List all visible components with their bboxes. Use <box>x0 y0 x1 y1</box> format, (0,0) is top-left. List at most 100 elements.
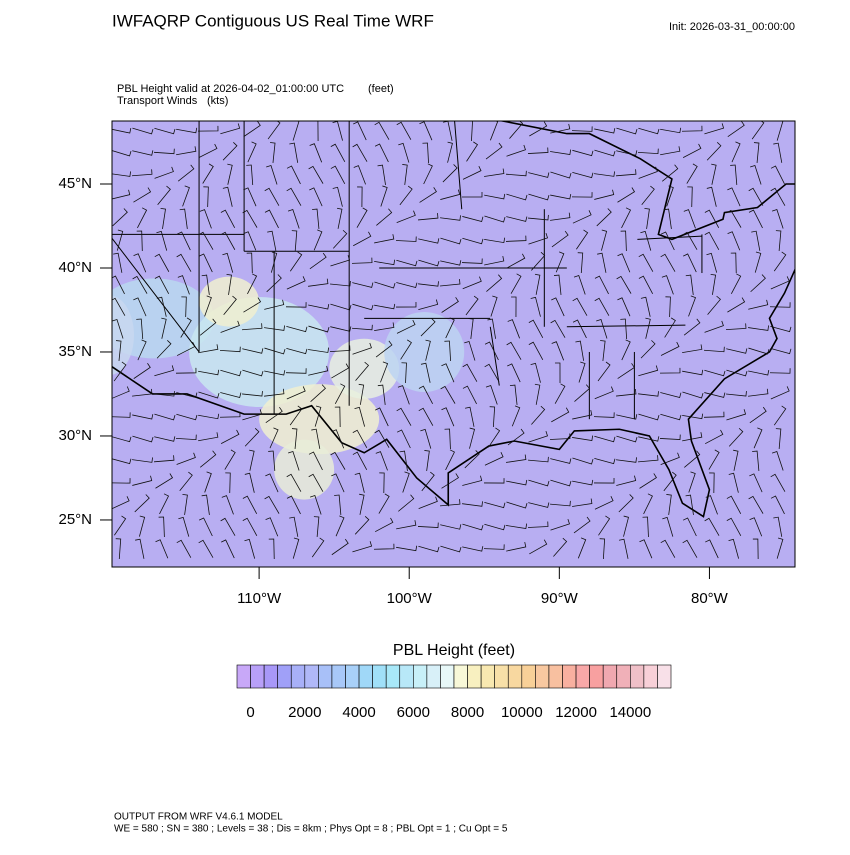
wind-barb <box>134 494 150 513</box>
wind-barb <box>288 450 300 471</box>
wind-barb <box>374 303 396 310</box>
wind-barb <box>289 405 303 426</box>
wind-barb <box>267 121 281 140</box>
wind-barb <box>419 121 433 141</box>
wind-barb <box>506 170 527 177</box>
wind-barb <box>396 121 412 140</box>
wind-barb <box>596 208 612 227</box>
wind-barb <box>352 429 368 448</box>
wind-barb <box>264 495 280 514</box>
wind-barb <box>751 230 761 251</box>
wind-barb <box>751 121 765 140</box>
wind-barb <box>638 253 654 272</box>
y-tick-label: 40°N <box>58 259 92 276</box>
wind-barb <box>726 390 747 397</box>
wind-barb <box>331 538 349 556</box>
wind-barb <box>462 475 483 486</box>
wind-barb <box>554 383 566 404</box>
colorbar-box <box>345 664 360 689</box>
wind-barb <box>748 370 770 376</box>
wind-barb <box>352 282 374 288</box>
wind-barb <box>154 166 174 179</box>
wind-barb <box>770 276 790 290</box>
wind-barb <box>291 230 298 252</box>
wind-barb <box>748 209 763 229</box>
wind-barb <box>137 339 147 361</box>
wind-barb <box>638 166 658 179</box>
wind-barb <box>775 230 782 251</box>
wind-barb <box>682 413 704 420</box>
wind-barb <box>308 365 329 376</box>
wind-barb <box>242 495 258 515</box>
wind-barb <box>551 341 565 361</box>
wind-barb <box>639 473 657 489</box>
colorbar-box <box>467 664 482 689</box>
wind-barb <box>267 230 277 251</box>
wind-barb <box>418 299 439 311</box>
wind-barb <box>158 516 165 538</box>
wind-barb <box>462 237 484 245</box>
wind-barb <box>177 231 191 251</box>
wind-barb <box>286 165 301 185</box>
wind-barb <box>358 383 365 405</box>
wind-barb <box>289 516 299 537</box>
wind-barb <box>594 386 614 400</box>
wind-barb <box>374 281 396 289</box>
wind-barb <box>706 252 718 273</box>
wind-barb <box>379 472 385 494</box>
wind-barb <box>770 165 785 185</box>
wind-barb <box>374 322 395 331</box>
wind-barb <box>662 516 674 537</box>
wind-barb <box>441 407 455 427</box>
wind-barb <box>374 259 396 266</box>
wind-barb <box>704 429 724 445</box>
wind-barb <box>594 297 610 316</box>
wind-barb <box>530 296 541 317</box>
wind-barb <box>593 412 615 418</box>
wind-barb <box>506 454 527 463</box>
wind-barb <box>711 163 717 185</box>
wind-barb <box>553 537 568 557</box>
y-tick-label: 25°N <box>58 511 92 528</box>
wind-barb <box>395 236 417 242</box>
wind-barb <box>661 275 674 295</box>
wind-barb <box>332 186 343 207</box>
wind-barb <box>219 346 241 353</box>
wind-barb <box>329 345 351 352</box>
wind-barb <box>682 432 703 442</box>
wind-barb <box>264 370 286 376</box>
wind-barb <box>468 318 474 339</box>
wind-barb <box>401 362 407 384</box>
wind-barb <box>704 517 720 536</box>
wind-barb <box>733 449 739 471</box>
state-border <box>454 121 463 210</box>
wind-barb <box>198 432 219 442</box>
wind-barb <box>156 230 168 251</box>
colorbar-label: 4000 <box>342 704 375 721</box>
wind-barb <box>334 383 346 404</box>
colorbar-box <box>602 664 618 689</box>
wind-barb <box>660 146 681 156</box>
wind-barb <box>706 142 722 161</box>
wind-barb <box>396 407 412 426</box>
wind-barb <box>509 384 518 405</box>
wind-barb <box>484 523 506 531</box>
wind-barb <box>242 517 258 536</box>
wind-barb <box>309 143 323 163</box>
colorbar-box <box>236 664 251 689</box>
wind-barb <box>599 538 606 560</box>
wind-barb <box>417 522 439 528</box>
wind-barb <box>243 231 257 251</box>
wind-barb <box>159 493 170 515</box>
wind-barb <box>682 369 704 376</box>
wind-barb <box>640 230 652 251</box>
colorbar-box <box>399 664 414 689</box>
wind-barb <box>462 165 482 180</box>
wind-barb <box>682 231 698 250</box>
wind-barb <box>465 406 475 427</box>
wind-barb <box>440 545 462 553</box>
wind-barb <box>464 450 480 469</box>
wind-barb <box>550 458 572 464</box>
wind-barb <box>507 319 520 339</box>
wind-barb <box>247 273 258 295</box>
